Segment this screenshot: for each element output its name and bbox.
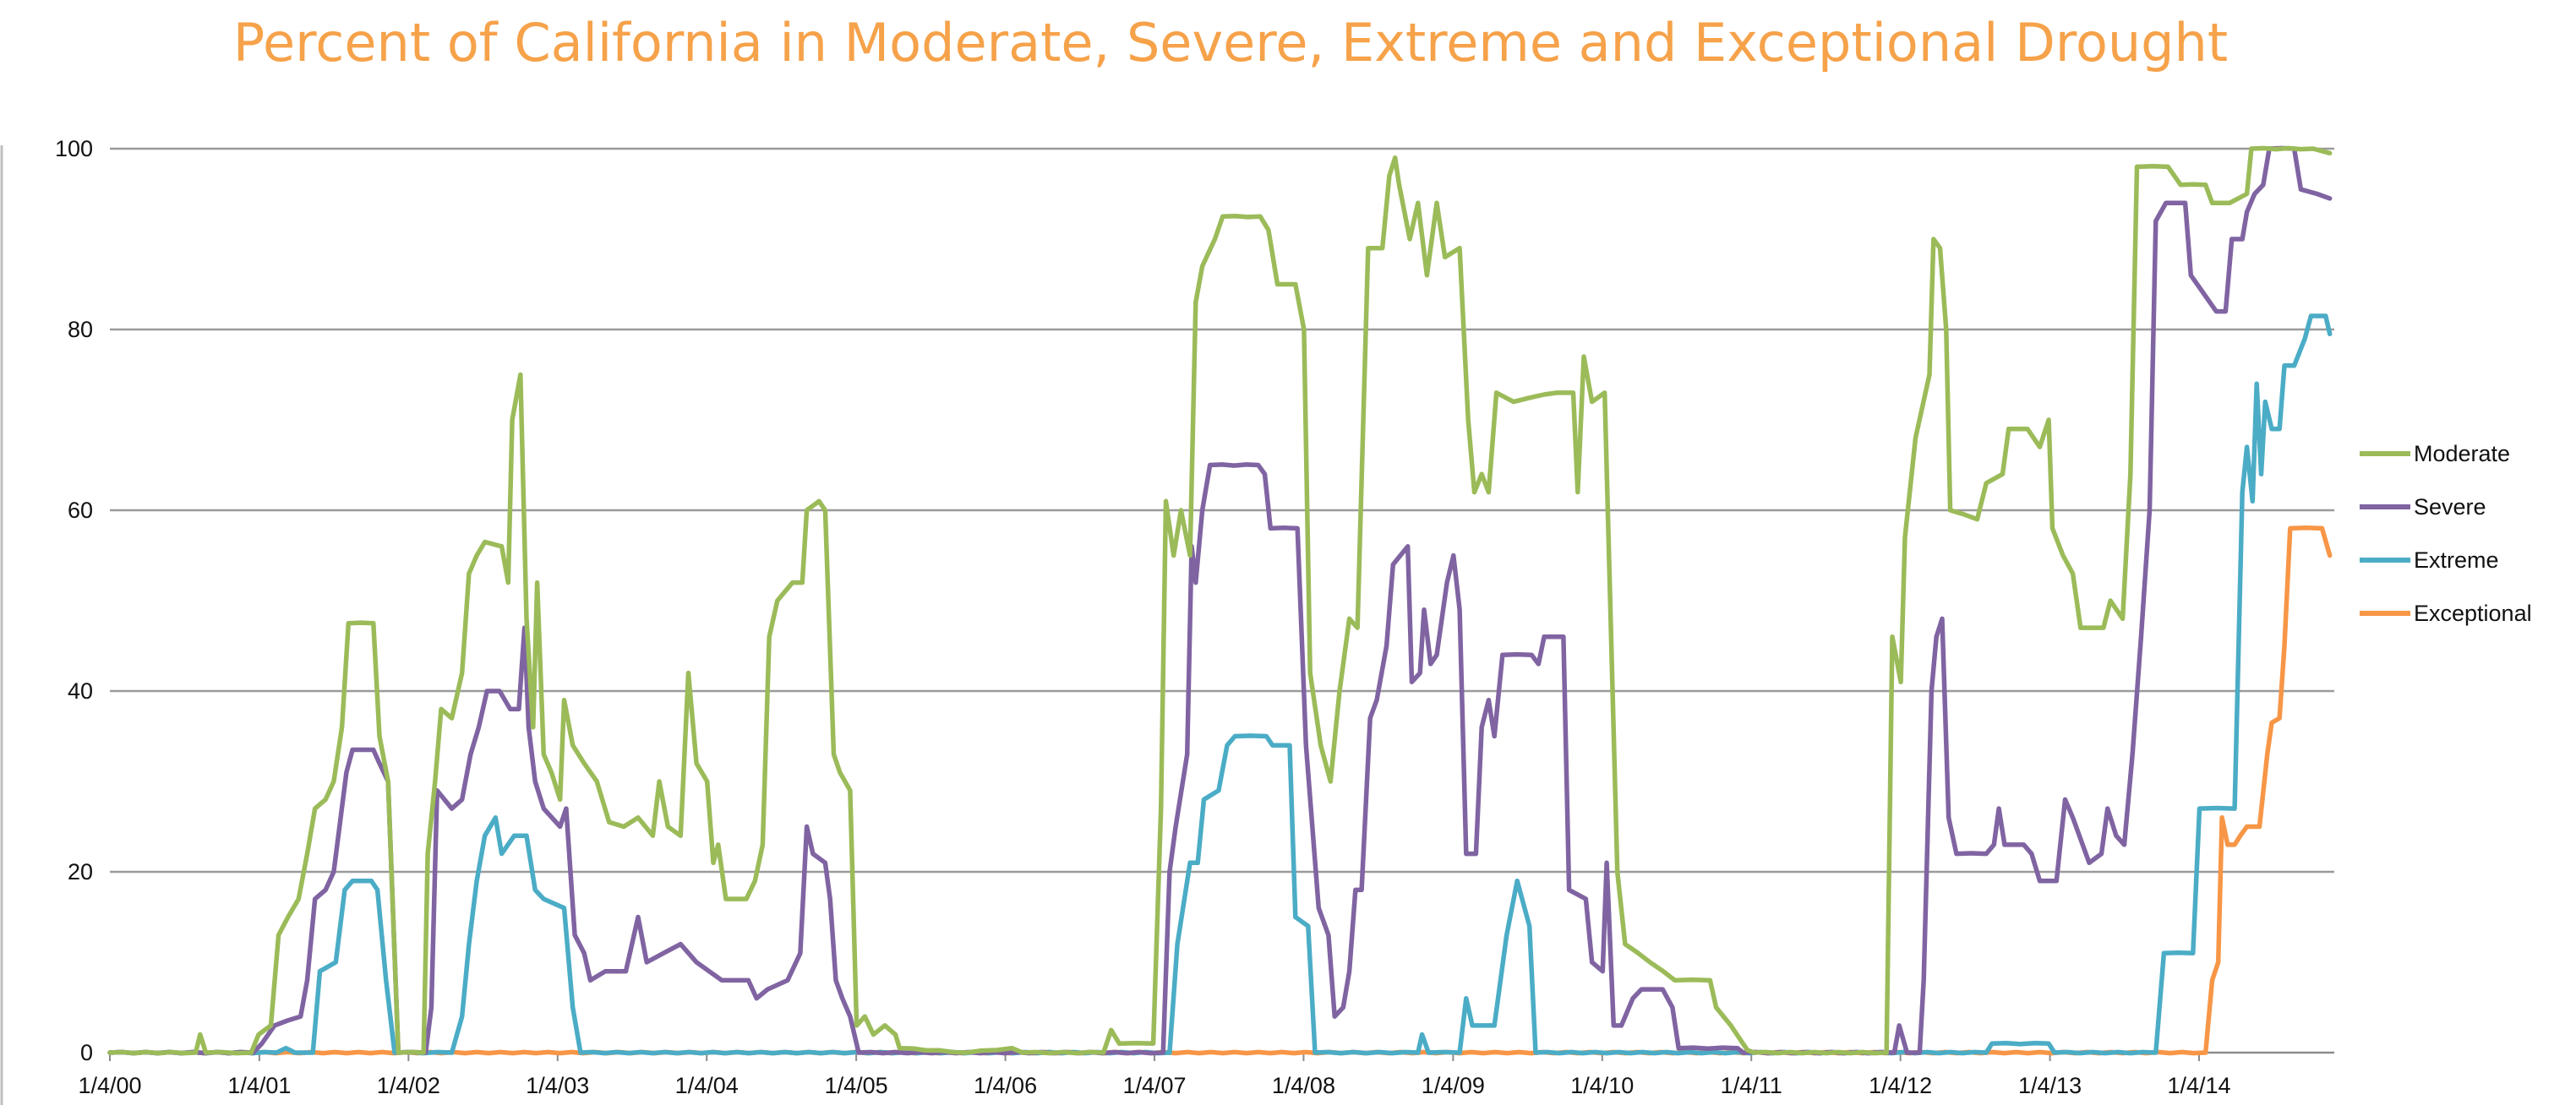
x-tick-label: 1/4/10	[1570, 1073, 1634, 1098]
x-tick-label: 1/4/08	[1272, 1073, 1335, 1098]
x-tick-label: 1/4/13	[2018, 1073, 2082, 1098]
x-tick-label: 1/4/00	[78, 1073, 141, 1098]
x-tick-label: 1/4/09	[1422, 1073, 1485, 1098]
x-tick-label: 1/4/01	[227, 1073, 291, 1098]
x-tick-label: 1/4/12	[1869, 1073, 1932, 1098]
gridlines	[110, 147, 2334, 1054]
x-tick-label: 1/4/05	[825, 1073, 888, 1098]
series-line-extreme	[107, 313, 2333, 1056]
x-tick-label: 1/4/02	[377, 1073, 440, 1098]
legend-label-moderate: Moderate	[2414, 441, 2510, 466]
y-tick-label: 20	[68, 859, 93, 885]
series-line-severe	[107, 145, 2333, 1056]
x-tick-label: 1/4/06	[974, 1073, 1037, 1098]
x-tick-label: 1/4/11	[1721, 1073, 1782, 1098]
x-tick-label: 1/4/04	[675, 1073, 739, 1098]
y-tick-label: 60	[68, 498, 93, 523]
x-tick-label: 1/4/03	[526, 1073, 589, 1098]
y-tick-label: 0	[80, 1040, 93, 1065]
series-lines	[107, 145, 2333, 1056]
x-axis-tick-labels: 1/4/00 1/4/01 1/4/02 1/4/03 1/4/04 1/4/05 1/4/…	[78, 1053, 2231, 1098]
x-tick-label: 1/4/07	[1122, 1073, 1186, 1098]
legend-label-exceptional: Exceptional	[2414, 601, 2532, 626]
legend-label-extreme: Extreme	[2414, 547, 2499, 573]
series-line-moderate	[107, 145, 2333, 1056]
y-tick-label: 80	[68, 317, 93, 342]
y-tick-label: 40	[68, 678, 93, 704]
y-tick-label: 100	[55, 136, 93, 161]
chart-title: Percent of California in Moderate, Sever…	[232, 12, 2229, 73]
x-tick-label: 1/4/14	[2167, 1073, 2230, 1098]
legend: Moderate Severe Extreme Exceptional	[2360, 441, 2532, 626]
legend-label-severe: Severe	[2414, 494, 2486, 520]
series-line-exceptional	[107, 525, 2333, 1056]
y-axis-tick-labels: 0 20 40 60 80 100	[55, 136, 93, 1065]
